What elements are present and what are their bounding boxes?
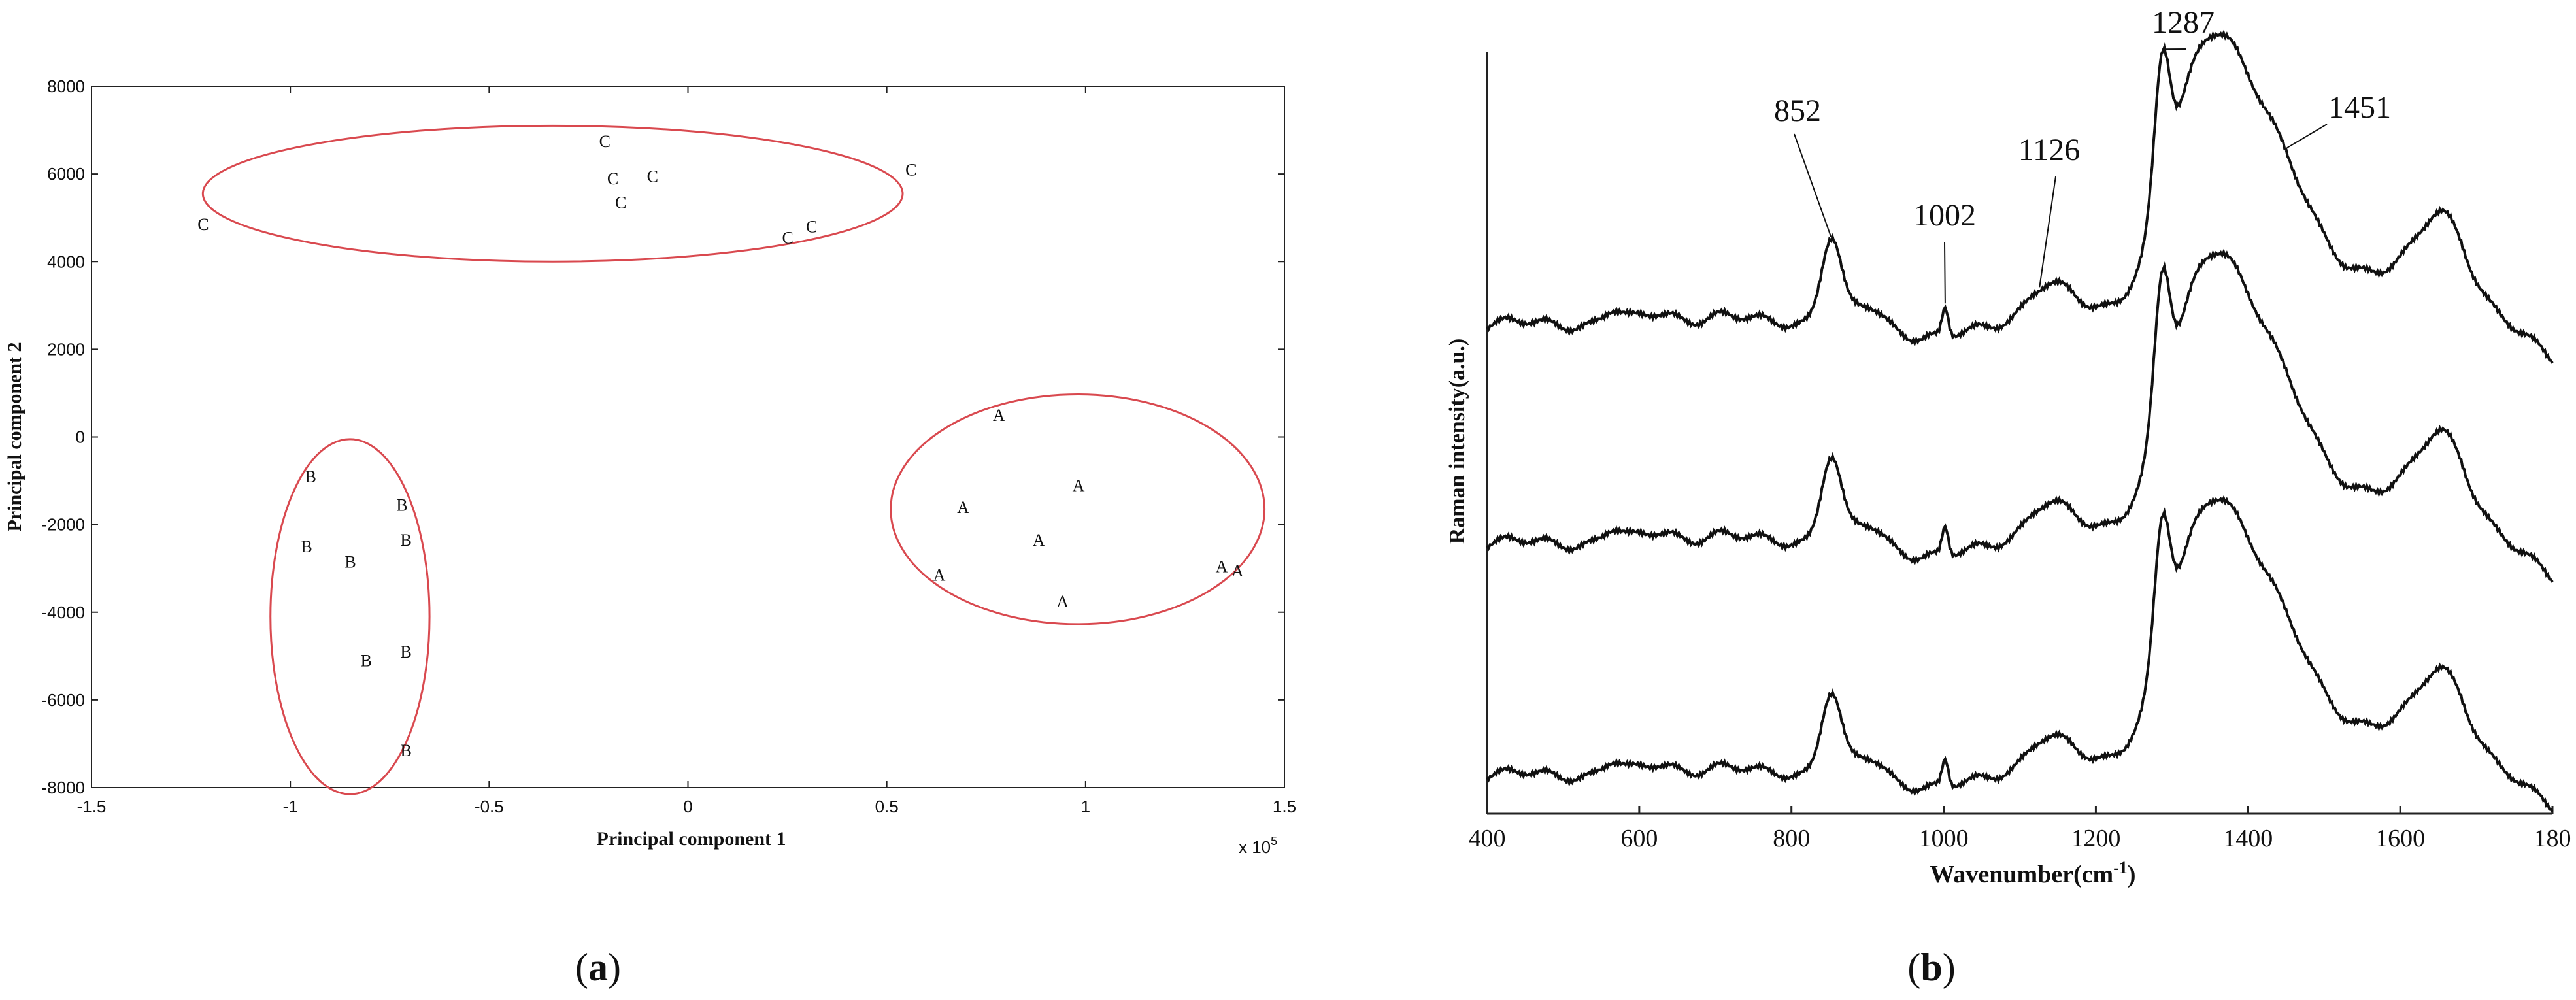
raman-axis-ticks: 400 600 800 1000 1200 1400 1600 180	[1469, 806, 2571, 852]
peak-label: 1287	[2152, 5, 2215, 40]
raman-x-axis-title-end: )	[2128, 861, 2136, 888]
peak-label: 1002	[1913, 198, 1976, 233]
raman-x-axis-title-sup: -1	[2113, 858, 2128, 877]
raman-x-tick-label: 1400	[2223, 825, 2273, 852]
pca-plot-frame	[91, 86, 1285, 788]
pca-y-axis-title: Principal component 2	[4, 342, 25, 532]
pca-point-A: A	[1033, 531, 1045, 550]
raman-x-tick-label: 800	[1773, 825, 1810, 852]
raman-x-tick-label: 1600	[2375, 825, 2425, 852]
pca-point-C: C	[905, 160, 916, 179]
pca-y-tick-label: 2000	[47, 339, 85, 359]
pca-point-A: A	[1231, 561, 1244, 580]
panel-label-a: (a)	[575, 946, 621, 989]
peak-label: 1451	[2328, 90, 2391, 125]
pca-x-tick-label: -1	[283, 797, 298, 816]
pca-y-tick-label: -4000	[42, 603, 86, 622]
peak-leader-line	[1794, 133, 1832, 237]
raman-x-tick-label: 1200	[2071, 825, 2120, 852]
raman-spectra-panel: 400 600 800 1000 1200 1400 1600 180 852 1002 1126…	[1445, 5, 2571, 989]
raman-peak-annotations: 852 1002 1126 1287 1451	[1774, 5, 2391, 304]
pca-point-B: B	[401, 741, 412, 760]
pca-x-tick-label: 0	[683, 797, 692, 816]
cluster-ellipse-B	[269, 438, 431, 795]
pca-y-tick-label: -8000	[42, 778, 86, 797]
pca-y-tick-label: -6000	[42, 690, 86, 710]
pca-point-B: B	[305, 467, 316, 486]
pca-x-tick-label: -1.5	[77, 797, 107, 816]
panel-letter-a: a	[588, 946, 608, 989]
pca-point-B: B	[401, 642, 412, 661]
raman-x-tick-label: 600	[1620, 825, 1658, 852]
pca-x-multiplier-base: x 10	[1239, 837, 1271, 857]
panel-label-b: (b)	[1907, 946, 1955, 989]
peak-label: 1126	[2018, 133, 2080, 167]
peak-label: 852	[1774, 93, 1821, 128]
pca-point-C: C	[806, 218, 817, 237]
pca-y-tick-label: -2000	[42, 515, 86, 535]
pca-point-A: A	[957, 498, 969, 517]
raman-x-tick-label: 400	[1469, 825, 1506, 852]
pca-point-C: C	[607, 169, 618, 188]
pca-point-C: C	[615, 193, 626, 212]
pca-point-A: A	[1073, 476, 1085, 495]
pca-point-C: C	[647, 167, 658, 186]
peak-leader-line	[2039, 176, 2056, 288]
pca-point-A: A	[993, 406, 1005, 425]
cluster-ellipse-C	[201, 124, 904, 263]
raman-x-tick-label: 180	[2534, 825, 2571, 852]
pca-point-C: C	[599, 132, 611, 151]
raman-x-axis-title: Wavenumber(cm-1)	[1930, 858, 2135, 888]
pca-x-tick-label: 1.5	[1273, 797, 1296, 816]
pca-point-A: A	[933, 566, 946, 585]
pca-y-tick-label: 0	[76, 427, 85, 447]
pca-point-B: B	[401, 531, 412, 550]
pca-x-tick-label: 0.5	[875, 797, 899, 816]
cluster-ellipses	[201, 124, 1266, 795]
raman-y-axis-title: Raman intensity(a.u.)	[1445, 339, 1469, 544]
raman-spectrum-line	[1486, 248, 2554, 583]
panel-letter-b: b	[1920, 946, 1942, 989]
raman-spectrum-line	[1486, 29, 2554, 364]
pca-point-C: C	[197, 215, 209, 234]
pca-x-tick-label: -0.5	[475, 797, 504, 816]
pca-x-multiplier: x 105	[1239, 835, 1277, 857]
pca-y-tick-label: 8000	[47, 76, 85, 96]
raman-spectrum-line	[1486, 495, 2554, 813]
raman-x-axis-title-main: Wavenumber(cm	[1930, 861, 2113, 888]
pca-x-tick-label: 1	[1081, 797, 1090, 816]
pca-x-multiplier-exponent: 5	[1271, 835, 1277, 848]
pca-point-C: C	[782, 228, 794, 247]
pca-point-B: B	[361, 652, 372, 671]
pca-point-B: B	[301, 537, 312, 556]
pca-scatter-panel: -1.5 -1 -0.5 0 0.5 1 1.5 8000 6000 4000 2000 0 -2000…	[4, 76, 1296, 989]
pca-point-A: A	[1056, 592, 1069, 611]
pca-axis-ticks: -1.5 -1 -0.5 0 0.5 1 1.5 8000 6000 4000 2000 0 -2000…	[42, 76, 1297, 816]
peak-leader-line	[2286, 124, 2328, 149]
raman-x-tick-label: 1000	[1919, 825, 1969, 852]
pca-point-B: B	[344, 553, 356, 572]
pca-point-A: A	[1216, 557, 1228, 576]
pca-y-tick-label: 4000	[47, 252, 85, 271]
raman-spectra-lines	[1486, 29, 2554, 813]
pca-x-axis-title: Principal component 1	[597, 828, 786, 850]
cluster-ellipse-A	[890, 393, 1266, 625]
pca-point-B: B	[396, 495, 407, 514]
pca-y-tick-label: 6000	[47, 164, 85, 184]
